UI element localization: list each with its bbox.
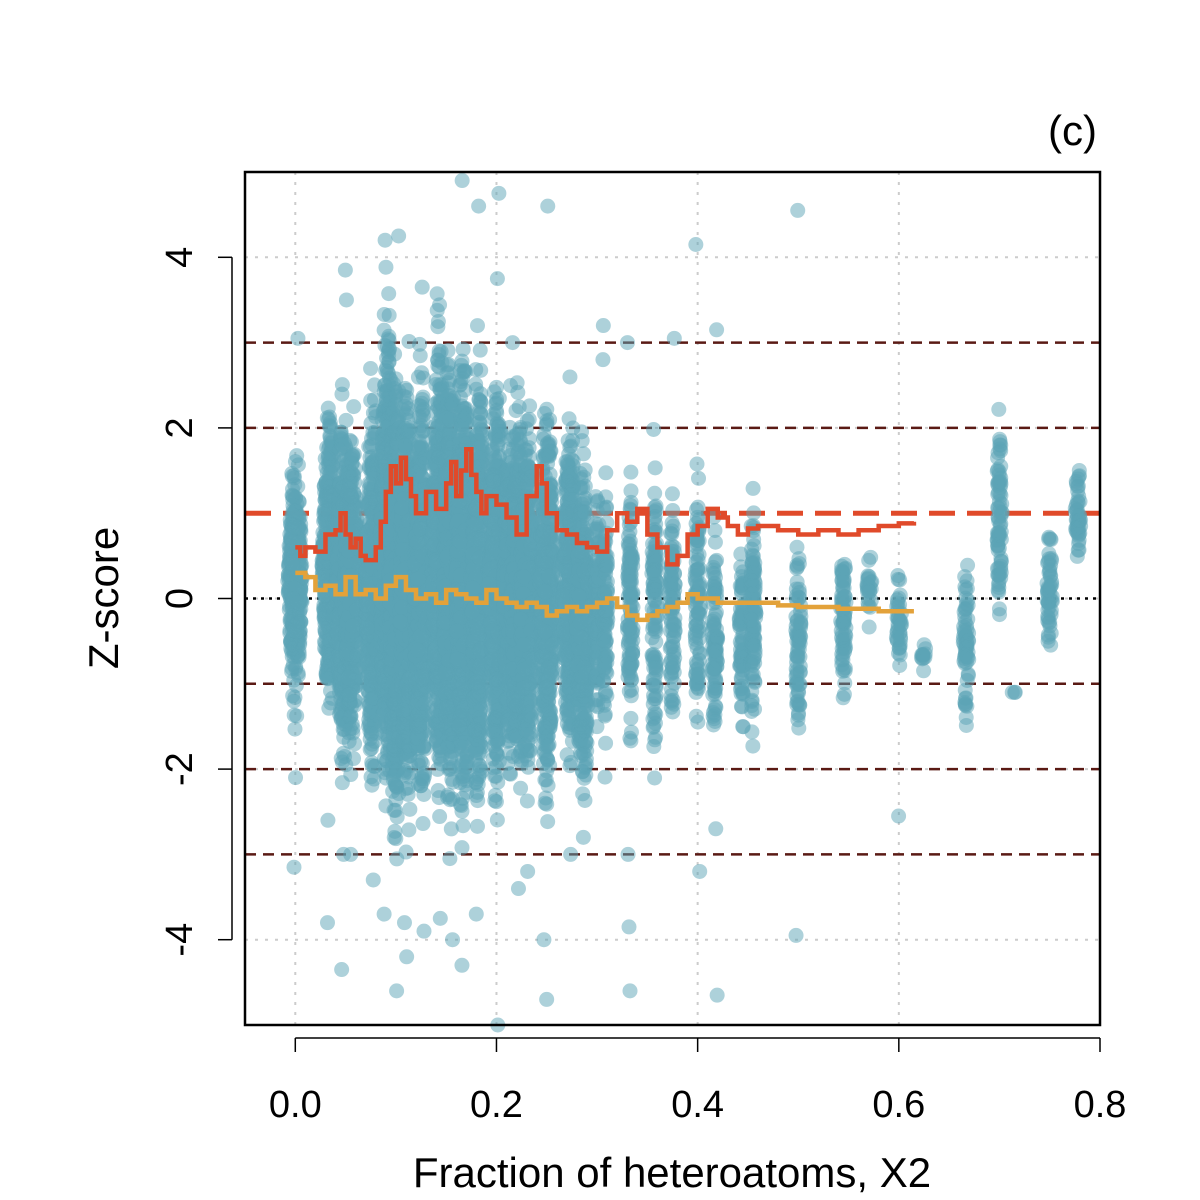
data-point-outlier	[337, 262, 353, 278]
data-point-outlier	[377, 232, 393, 248]
data-point	[410, 642, 426, 658]
data-point	[285, 497, 301, 513]
data-point	[378, 259, 394, 275]
data-point-outlier	[338, 292, 354, 308]
data-point-outlier	[320, 812, 336, 828]
data-point	[288, 678, 304, 694]
data-point-outlier	[399, 949, 415, 965]
data-point	[289, 448, 305, 464]
data-point-outlier	[290, 330, 306, 346]
panel-label: (c)	[1048, 107, 1097, 154]
data-point	[363, 360, 379, 376]
data-point	[291, 646, 307, 662]
data-point	[359, 620, 375, 636]
data-point	[320, 450, 336, 466]
data-point	[386, 830, 402, 846]
data-point	[343, 488, 359, 504]
data-point	[410, 571, 426, 587]
data-point	[414, 439, 430, 455]
data-point	[347, 736, 363, 752]
data-point	[345, 720, 361, 736]
data-point	[412, 336, 428, 352]
data-point	[340, 670, 356, 686]
data-point-outlier	[343, 846, 359, 862]
data-point-outlier	[416, 923, 432, 939]
data-point-outlier	[414, 279, 430, 295]
data-point	[401, 822, 417, 838]
data-point	[346, 399, 362, 415]
data-point	[284, 660, 300, 676]
data-point-outlier	[334, 962, 350, 978]
data-point	[287, 689, 303, 705]
data-point	[414, 770, 430, 786]
data-point	[286, 468, 302, 484]
data-point	[318, 474, 334, 490]
data-point-outlier	[319, 915, 335, 931]
data-point	[402, 801, 418, 817]
data-point	[398, 396, 414, 412]
data-point-outlier	[286, 859, 302, 875]
data-point-outlier	[365, 872, 381, 888]
data-point	[334, 386, 350, 402]
data-point-outlier	[396, 915, 412, 931]
data-point	[287, 721, 303, 737]
data-point	[361, 439, 377, 455]
data-point	[290, 595, 306, 611]
data-point-outlier	[389, 983, 405, 999]
data-point	[284, 556, 300, 572]
data-point	[432, 809, 448, 825]
data-point-outlier	[391, 228, 407, 244]
data-point	[347, 461, 363, 477]
data-point	[415, 816, 431, 832]
data-point-outlier	[376, 906, 392, 922]
data-point	[398, 844, 414, 860]
data-point	[410, 730, 426, 746]
data-point	[394, 702, 410, 718]
data-point	[286, 707, 302, 723]
data-point	[343, 434, 359, 450]
data-point	[293, 614, 309, 630]
data-point	[386, 802, 402, 818]
data-point	[392, 614, 408, 630]
data-point	[317, 501, 333, 517]
data-point	[381, 307, 397, 323]
data-point	[343, 767, 359, 783]
data-point	[409, 535, 425, 551]
data-point	[347, 697, 363, 713]
data-point-outlier	[288, 770, 304, 786]
data-point	[397, 437, 413, 453]
data-point	[381, 286, 397, 302]
data-point	[412, 521, 428, 537]
data-point	[387, 346, 403, 362]
data-point	[393, 500, 409, 516]
data-point	[345, 618, 361, 634]
data-point	[414, 399, 430, 415]
data-point	[346, 751, 362, 767]
data-point	[287, 519, 303, 535]
